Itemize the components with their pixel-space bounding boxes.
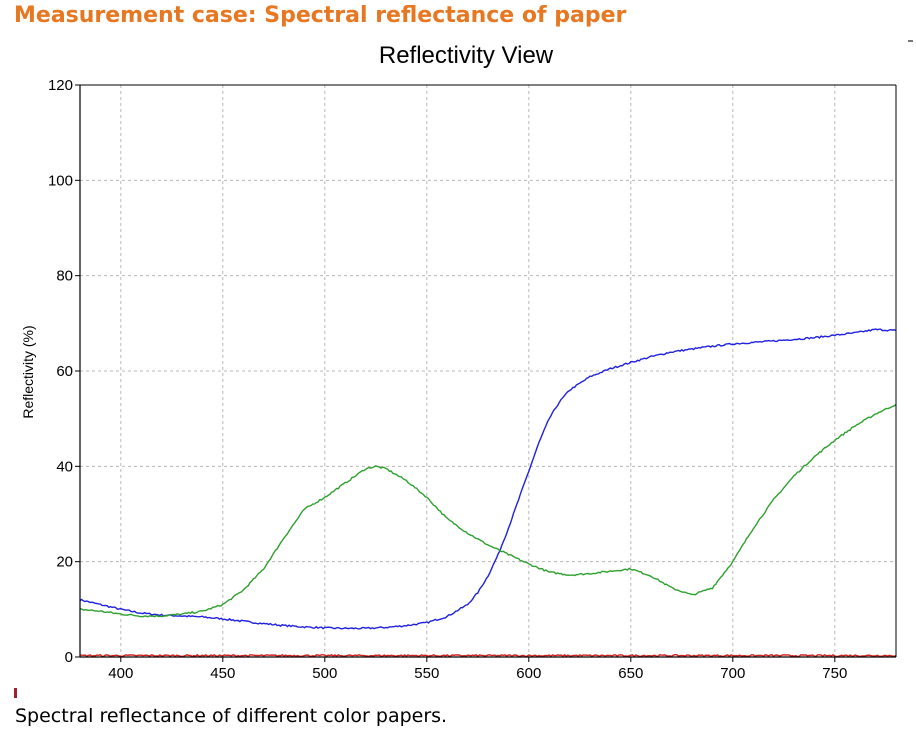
tick-layer: 400 450 500 550 600 650 700 750 0 20 40 60 80 100 120 xyxy=(48,77,847,682)
caption: Spectral reflectance of different color … xyxy=(15,705,448,727)
series-layer xyxy=(79,328,897,658)
x-tick-label: 750 xyxy=(822,665,847,682)
series-line-2 xyxy=(79,403,897,618)
reflectivity-chart: Reflectivity View Reflectivity (%) 400 45… xyxy=(20,42,897,682)
caption-marker xyxy=(14,688,17,698)
x-tick-label: 450 xyxy=(210,665,235,682)
x-tick-label: 600 xyxy=(516,665,541,682)
x-tick-label: 400 xyxy=(108,665,133,682)
y-tick-label: 80 xyxy=(56,268,73,285)
y-tick-label: 120 xyxy=(48,77,73,94)
series-line-3 xyxy=(79,653,897,658)
y-tick-label: 20 xyxy=(56,554,73,571)
x-tick-label: 550 xyxy=(414,665,439,682)
y-tick-label: 100 xyxy=(48,172,73,189)
page-title: Measurement case: Spectral reflectance o… xyxy=(14,3,627,28)
x-tick-label: 650 xyxy=(618,665,643,682)
y-tick-label: 0 xyxy=(65,649,73,666)
x-tick-label: 500 xyxy=(312,665,337,682)
x-tick-label: 700 xyxy=(720,665,745,682)
corner-mark xyxy=(908,40,913,42)
y-axis-label: Reflectivity (%) xyxy=(20,325,36,418)
series-line-1 xyxy=(79,328,897,630)
y-tick-label: 40 xyxy=(56,458,73,475)
chart-title: Reflectivity View xyxy=(379,42,554,69)
y-tick-label: 60 xyxy=(56,363,73,380)
